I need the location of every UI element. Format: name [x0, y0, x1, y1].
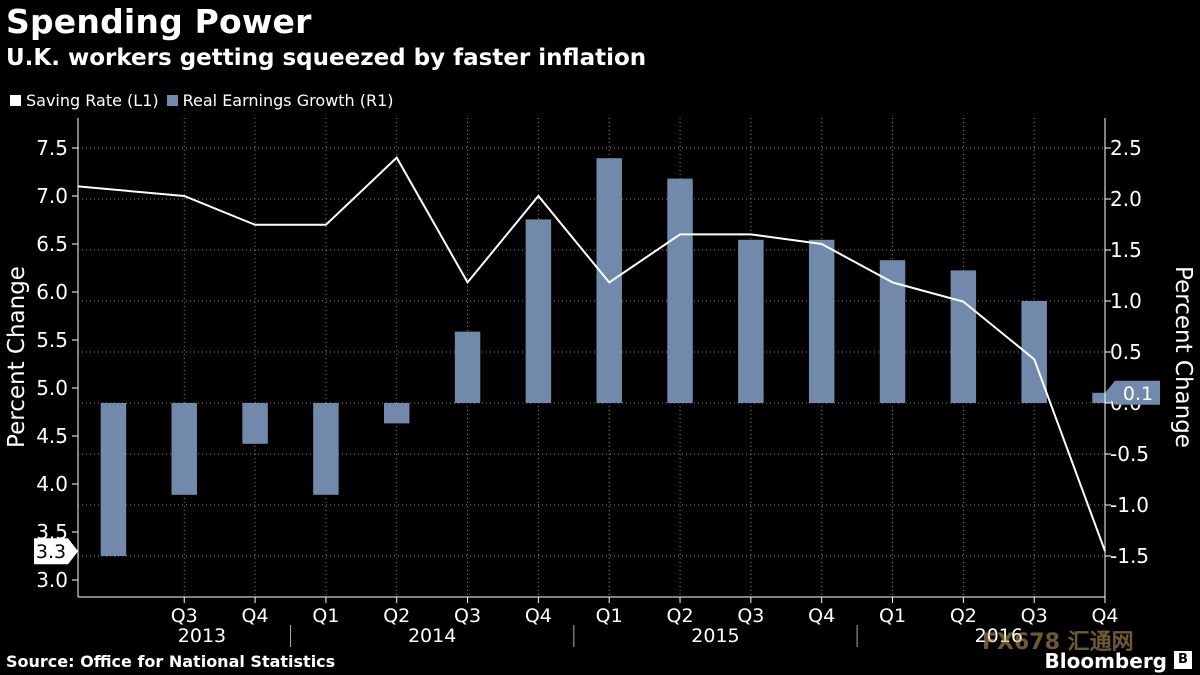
x-axis-tick-label: Q4	[525, 605, 552, 627]
x-axis-tick-label: Q2	[667, 605, 694, 627]
x-axis-year-label: 2016	[975, 625, 1023, 647]
source-note: Source: Office for National Statistics	[6, 652, 336, 671]
bar-real-earnings	[383, 403, 410, 424]
chart-title: Spending Power	[6, 2, 312, 41]
brand-logo-text: Bloomberg	[1044, 649, 1167, 673]
x-axis-year-label: 2014	[408, 625, 456, 647]
x-axis-tick-label: Q3	[454, 605, 481, 627]
x-axis-tick-label: Q1	[879, 605, 906, 627]
x-axis-tick-label: Q2	[383, 605, 410, 627]
right-last-value-flag	[1105, 380, 1160, 405]
left-axis-title: Percent Change	[4, 266, 30, 448]
x-axis-tick-label: Q1	[596, 605, 623, 627]
x-axis-tick-label: Q4	[808, 605, 835, 627]
left-axis-tick-label: 3.0	[36, 568, 68, 592]
left-axis-tick-label: 6.5	[36, 232, 68, 256]
bar-real-earnings	[171, 403, 197, 495]
left-axis-tick-label: 7.0	[36, 184, 68, 208]
left-axis-tick-label: 4.0	[36, 472, 68, 496]
watermark: FX678 汇通网	[982, 630, 1134, 655]
bar-real-earnings	[667, 178, 693, 403]
bar-real-earnings	[596, 158, 622, 403]
left-axis-tick-label: 7.5	[36, 136, 68, 160]
bar-real-earnings	[313, 403, 339, 495]
right-axis-tick-label: 1.5	[1110, 238, 1142, 262]
x-axis-tick-label: Q3	[171, 605, 198, 627]
bar-real-earnings	[525, 219, 552, 403]
legend-swatch-bar	[166, 95, 178, 106]
legend-item-real-earnings: Real Earnings Growth (R1)	[166, 91, 394, 110]
legend-label-real-earnings: Real Earnings Growth (R1)	[182, 91, 394, 110]
x-axis-tick-label: Q2	[950, 605, 977, 627]
legend-swatch-line	[10, 95, 21, 106]
right-axis-tick-label: -1.5	[1110, 544, 1149, 568]
right-axis-tick-label: -1.0	[1110, 493, 1149, 517]
left-axis-tick-label: 5.0	[36, 376, 68, 400]
left-last-value-label: 3.3	[36, 541, 66, 563]
bar-real-earnings	[242, 403, 268, 444]
legend-label-saving-rate: Saving Rate (L1)	[26, 91, 159, 110]
left-last-value-flag	[34, 538, 78, 565]
x-axis-year-label: 2013	[178, 625, 226, 647]
line-saving-rate	[77, 155, 1106, 552]
x-axis-tick-label: Q4	[1091, 605, 1118, 627]
x-axis-tick-label: Q1	[312, 605, 339, 627]
right-axis-tick-label: 2.5	[1110, 136, 1142, 160]
right-last-value-label: 0.1	[1123, 383, 1153, 405]
x-axis-tick-label: Q4	[242, 605, 269, 627]
bar-real-earnings	[808, 239, 835, 403]
right-axis-tick-label: -0.5	[1110, 442, 1149, 466]
left-axis-tick-label: 6.0	[36, 280, 68, 304]
right-axis-tick-label: 0.5	[1110, 340, 1142, 364]
x-axis-tick-label: Q3	[1021, 605, 1048, 627]
brand-mark-icon: B	[1174, 651, 1192, 669]
left-axis-tick-label: 4.5	[36, 424, 68, 448]
x-axis-year-label: 2015	[691, 625, 739, 647]
bar-real-earnings	[738, 239, 764, 403]
chart-subtitle: U.K. workers getting squeezed by faster …	[6, 45, 647, 71]
right-axis-tick-label: 2.0	[1110, 187, 1142, 211]
legend-item-saving-rate: Saving Rate (L1)	[10, 91, 159, 110]
bar-real-earnings	[454, 331, 481, 403]
right-axis-tick-label: 1.0	[1110, 289, 1142, 313]
right-axis-title: Percent Change	[1170, 266, 1196, 448]
x-axis-tick-label: Q3	[737, 605, 764, 627]
bar-real-earnings	[950, 270, 977, 403]
bar-real-earnings	[100, 403, 127, 556]
left-axis-tick-label: 5.5	[36, 328, 68, 352]
legend: Saving Rate (L1) Real Earnings Growth (R…	[10, 91, 393, 110]
